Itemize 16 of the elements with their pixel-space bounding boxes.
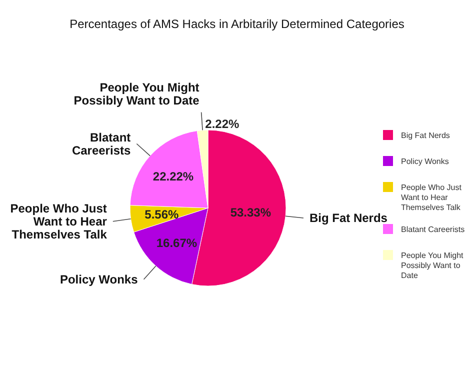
legend-label: Policy Wonks [401, 157, 449, 166]
slice-label: People Who Just Want to Hear Themselves Talk [10, 201, 108, 242]
legend-label: Big Fat Nerds [401, 131, 450, 140]
data-label: 5.56% [144, 208, 179, 222]
data-label: 22.22% [152, 170, 194, 184]
legend-label: People You Might Possibly Want to Date [401, 251, 464, 280]
slice-label: Policy Wonks [60, 272, 138, 286]
chart-title: Percentages of AMS Hacks in Arbitarily Determined Categories [70, 17, 404, 31]
data-label: 53.33% [230, 205, 272, 220]
data-label: 16.67% [156, 236, 198, 250]
data-label: 2.22% [205, 117, 240, 132]
slice-label: Blatant Careerists [72, 130, 131, 158]
legend-label: People Who Just Want to Hear Themselves Talk [401, 183, 462, 212]
legend-label: Blatant Careerists [401, 225, 465, 234]
slice-label: People You Might Possibly Want to Date [74, 80, 200, 108]
slice-label: Big Fat Nerds [309, 211, 388, 226]
